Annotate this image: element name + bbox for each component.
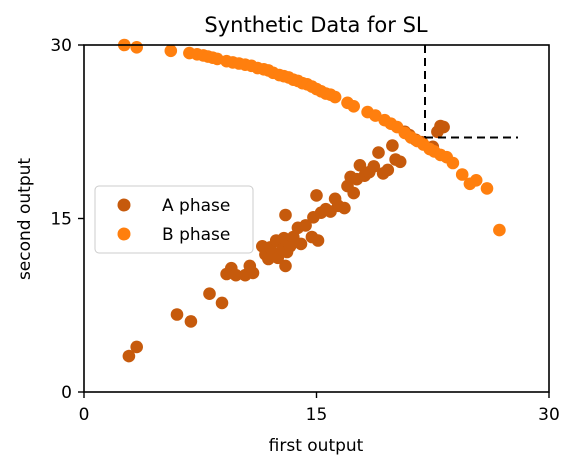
data-point-b-phase	[455, 168, 469, 181]
data-point-b-phase	[328, 90, 342, 104]
data-point-a-phase	[310, 189, 323, 202]
data-point-a-phase	[130, 340, 143, 354]
y-tick-label: 0	[61, 383, 72, 403]
chart-title: Synthetic Data for SL	[204, 13, 428, 37]
data-point-a-phase	[279, 259, 292, 273]
data-point-a-phase	[170, 308, 184, 321]
x-tick-label: 0	[79, 405, 90, 425]
x-tick-label: 15	[306, 405, 328, 425]
data-point-b-phase	[463, 177, 477, 191]
y-axis-label: second output	[15, 158, 35, 280]
axes: 0 15 30 0 15 30	[50, 36, 559, 425]
data-point-b-phase	[164, 44, 178, 58]
data-point-a-phase	[393, 155, 407, 169]
data-point-a-phase	[347, 186, 361, 200]
data-point-a-phase	[338, 201, 351, 215]
y-tick-label: 15	[50, 210, 72, 230]
legend-label-b-phase: B phase	[162, 225, 230, 245]
data-point-a-phase	[229, 268, 243, 282]
x-axis-label: first output	[269, 436, 364, 456]
legend-label-a-phase: A phase	[162, 196, 230, 216]
legend-box	[94, 185, 254, 254]
data-point-a-phase	[372, 146, 385, 159]
series-a-phase	[122, 119, 450, 363]
data-point-a-phase	[184, 315, 198, 328]
data-point-b-phase	[347, 100, 361, 113]
plot-area	[118, 38, 518, 363]
y-tick-label: 30	[50, 36, 72, 56]
data-point-a-phase	[215, 296, 229, 310]
data-point-a-phase	[279, 208, 292, 222]
data-point-a-phase	[353, 159, 367, 172]
data-point-a-phase	[246, 266, 260, 280]
legend-marker-a-phase	[117, 198, 131, 212]
data-point-b-phase	[130, 41, 143, 54]
data-point-b-phase	[369, 109, 382, 122]
data-point-a-phase	[294, 237, 308, 251]
data-point-a-phase	[386, 139, 399, 152]
data-point-b-phase	[446, 156, 460, 170]
data-point-a-phase	[299, 219, 312, 232]
data-point-a-phase	[381, 163, 395, 177]
data-point-a-phase	[203, 287, 216, 301]
data-point-a-phase	[122, 349, 136, 363]
data-point-a-phase	[367, 160, 381, 173]
data-point-b-phase	[480, 182, 494, 195]
x-tick-label: 30	[538, 405, 560, 425]
legend: A phase B phase	[94, 185, 254, 254]
data-point-a-phase	[437, 120, 450, 134]
data-point-a-phase	[311, 234, 325, 247]
legend-marker-b-phase	[117, 227, 131, 241]
series-b-phase	[118, 38, 506, 237]
data-point-b-phase	[493, 223, 506, 237]
